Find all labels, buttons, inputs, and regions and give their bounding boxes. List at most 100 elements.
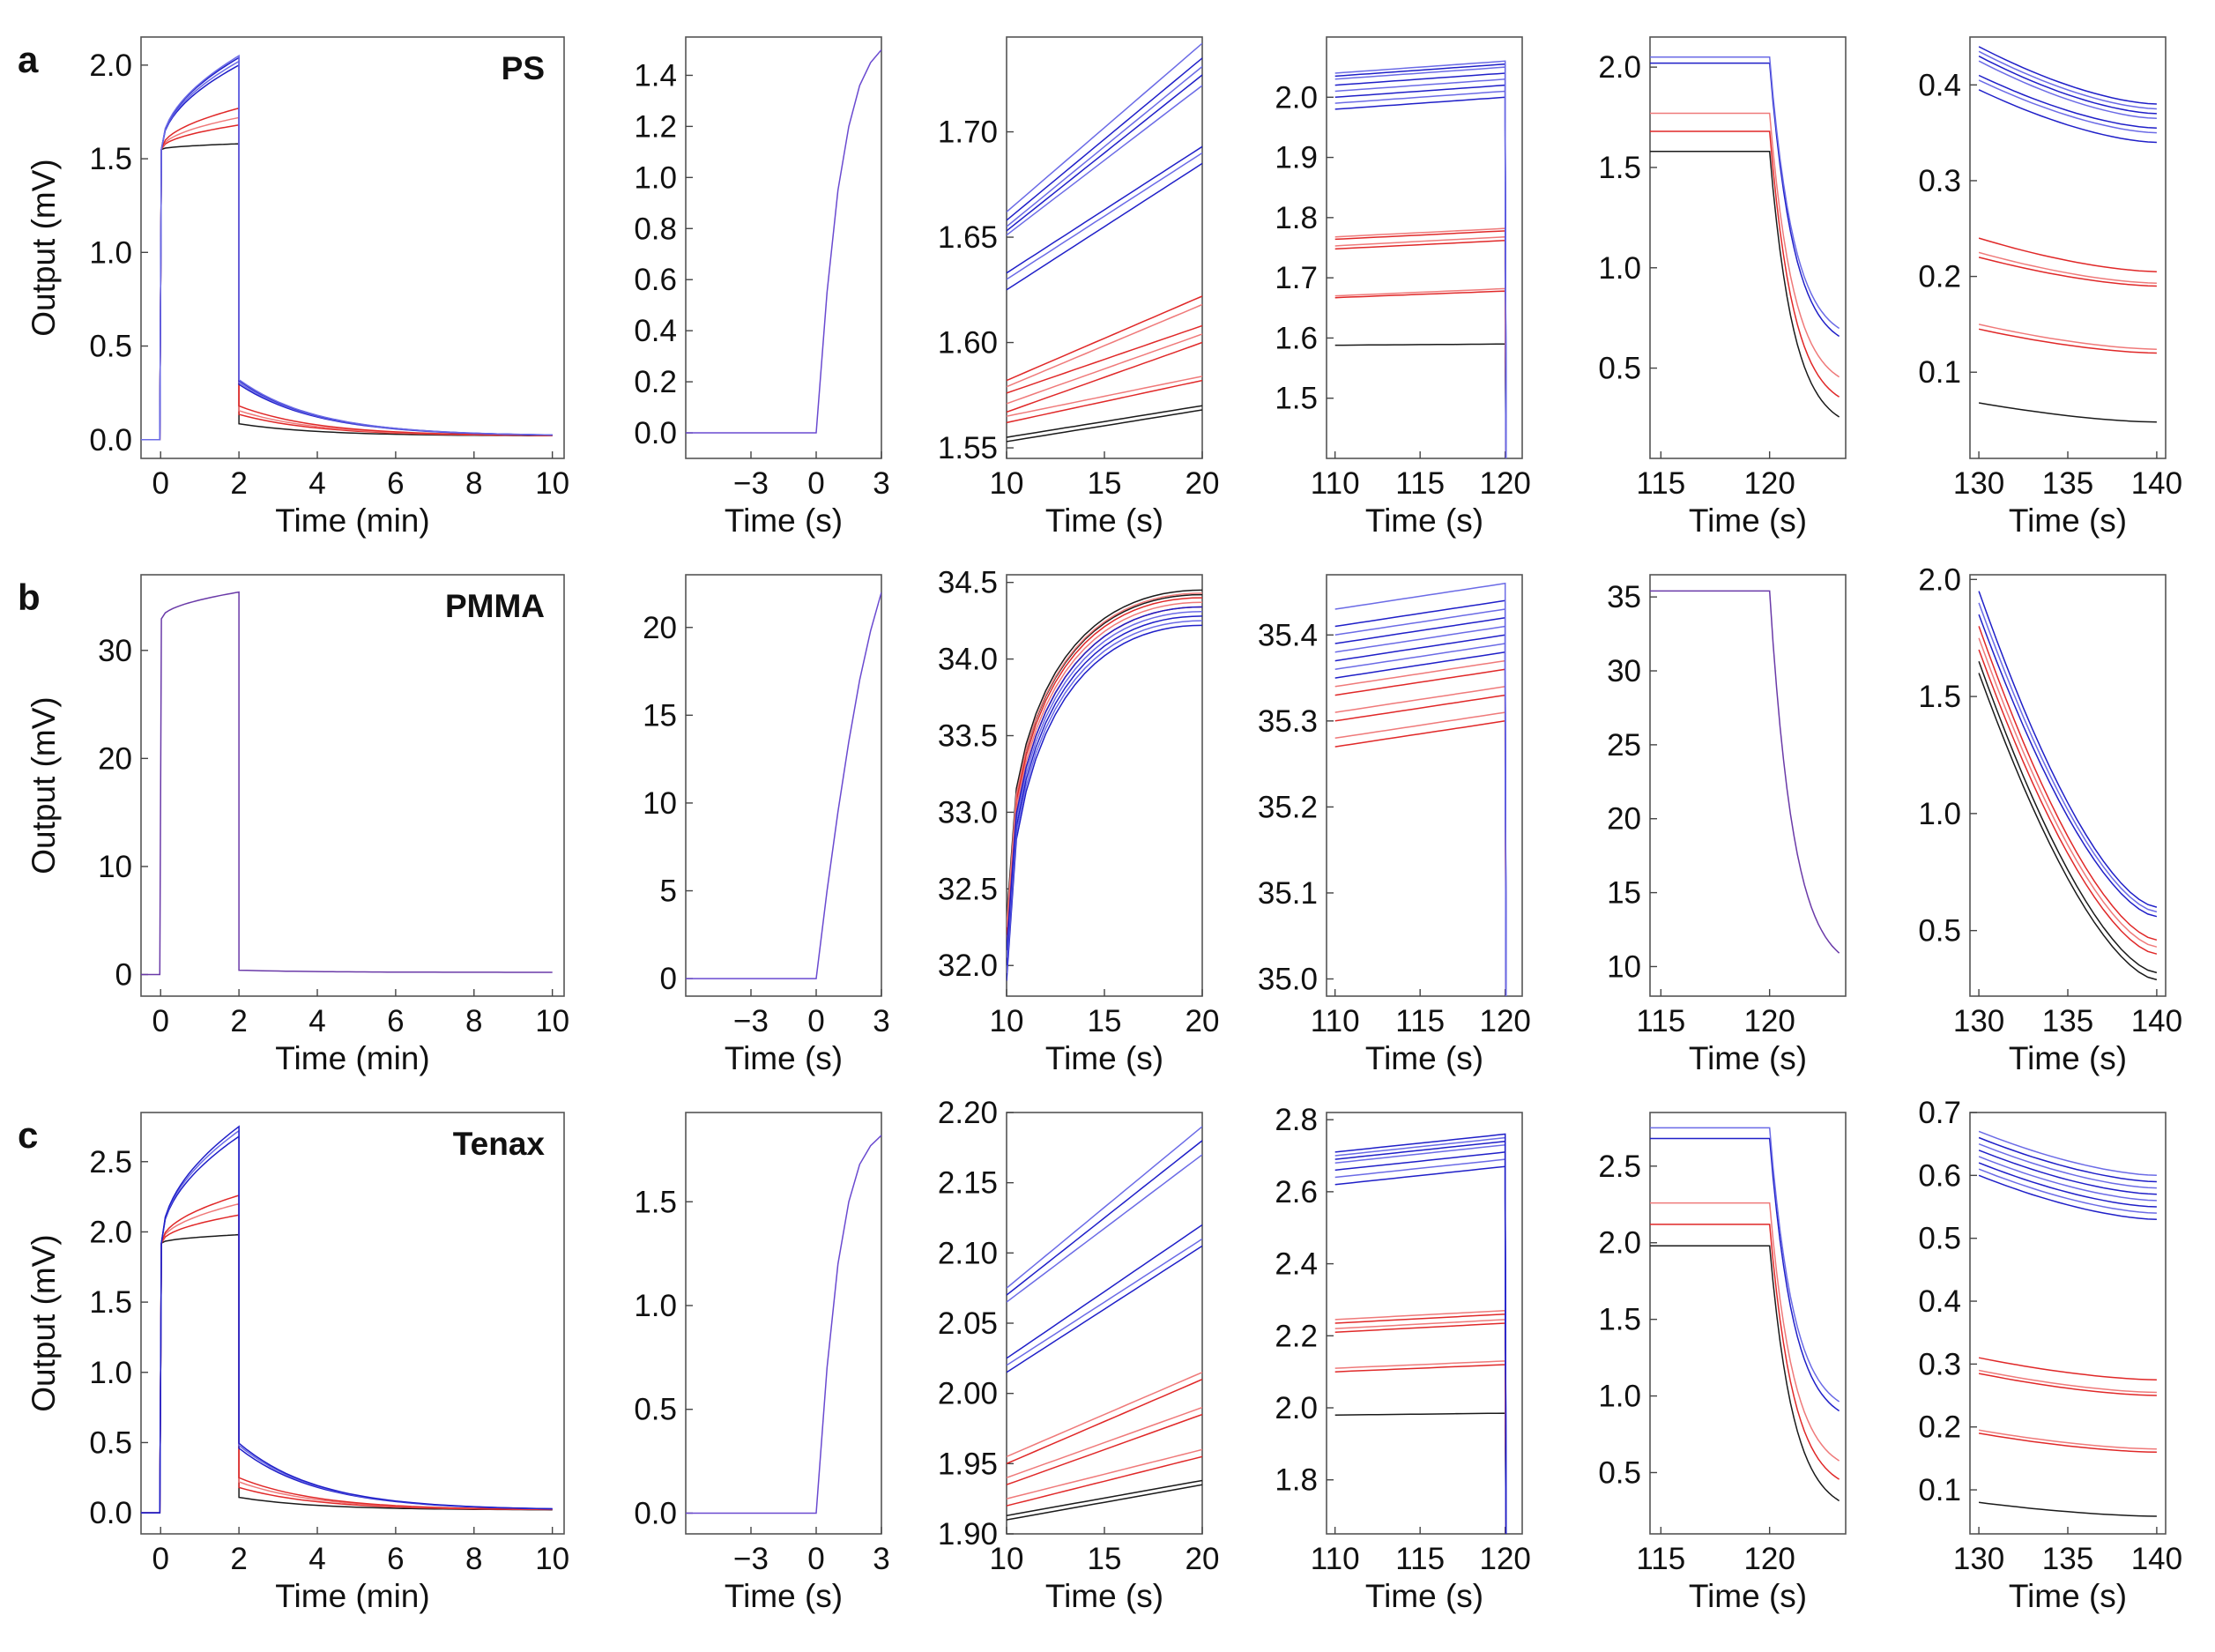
y-tick-label: 2.20: [938, 1096, 998, 1130]
y-tick-label: 2.0: [89, 48, 132, 83]
plot-frame: [685, 574, 882, 997]
x-tick-label: 8: [465, 1542, 482, 1576]
x-tick-label: 6: [387, 466, 404, 501]
series-line-black: [1334, 343, 1507, 458]
x-tick-label: 4: [308, 1542, 325, 1576]
x-axis-title: Time (s): [1365, 1578, 1483, 1614]
chart-panel-14: 0.0 0.5 1.0 1.5 −3 0 3 Time (s): [634, 1112, 890, 1614]
series-line-blue: [1978, 74, 2157, 129]
plot-frame: [685, 1112, 882, 1535]
row-letter-a: a: [18, 39, 39, 80]
series-line-black: [1650, 150, 1840, 418]
chart-panel-1: 0.0 0.5 1.0 1.5 2.0 0 2 4 6 8 10 Time (min) Output (…: [26, 36, 569, 539]
y-tick-label: 0.5: [1918, 914, 1961, 949]
series-line-red: [1978, 637, 2158, 948]
y-tick-label: 1.0: [634, 1289, 677, 1323]
plot-frame: [1006, 574, 1203, 997]
series-line-black: [1650, 1245, 1840, 1502]
series-group: [1007, 42, 1202, 443]
y-tick-label: 0.5: [634, 1393, 677, 1427]
x-tick-label: 115: [1636, 1004, 1685, 1038]
x-tick-label: 10: [535, 466, 569, 501]
series-group: [1978, 46, 2157, 423]
series-line-blue: [1007, 624, 1202, 981]
series-line-blue: [1650, 56, 1840, 330]
series-line-blue: [1978, 1150, 2157, 1195]
y-tick-label: 1.5: [89, 1285, 132, 1320]
x-axis-title: Time (s): [2009, 502, 2127, 539]
x-tick-label: 8: [465, 1004, 482, 1038]
series-line-red: [1334, 1309, 1507, 1534]
x-axis-title: Time (s): [1689, 1040, 1807, 1076]
series-line-red: [1007, 1379, 1202, 1464]
x-axis-title: Time (min): [275, 502, 429, 539]
series-line-red: [1007, 295, 1202, 382]
series-line-blue: [1334, 84, 1507, 458]
series-group: [1978, 591, 2158, 981]
series-line-blue: [141, 60, 553, 441]
series-line-red: [1007, 606, 1202, 950]
series-line-blue: [1978, 1156, 2157, 1202]
series-line-black: [1007, 405, 1202, 438]
series-line-red: [141, 1202, 553, 1514]
x-tick-label: −3: [733, 466, 769, 501]
series-line-blue: [141, 1129, 553, 1514]
plot-frame: [1969, 1112, 2167, 1535]
y-tick-label: 1.7: [1275, 261, 1318, 295]
x-tick-label: 15: [1088, 1004, 1122, 1038]
x-tick-label: 120: [1743, 1542, 1795, 1576]
y-tick-label: 0.2: [1918, 260, 1961, 294]
series-line-red: [1650, 130, 1840, 398]
y-axis-title: Output (mV): [26, 696, 62, 874]
y-tick-label: 2.8: [1275, 1103, 1318, 1137]
x-axis-title: Time (s): [1365, 1040, 1483, 1076]
y-tick-label: 1.90: [938, 1517, 998, 1552]
chart-panel-7: 0 10 20 30 0 2 4 6 8 10 Time (min) Output (mV) PMMA: [26, 574, 569, 1076]
x-axis-title: Time (min): [275, 1040, 429, 1076]
series-line-blue: [1978, 1136, 2157, 1183]
series-line-blue: [141, 56, 553, 441]
y-tick-label: 0.8: [634, 212, 677, 246]
series-line-blue: [1334, 1133, 1507, 1534]
series-line-blue: [1334, 634, 1507, 996]
y-tick-label: 1.70: [938, 115, 998, 150]
series-line-blue: [1334, 616, 1507, 996]
series-line-blue: [1334, 1158, 1507, 1534]
x-tick-label: −3: [733, 1542, 769, 1576]
chart-panel-15: 1.90 1.95 2.00 2.05 2.10 2.15 2.20 10 15 20 Time (…: [938, 1096, 1220, 1614]
series-line-red: [1978, 257, 2157, 287]
plot-frame: [1649, 36, 1847, 459]
series-group: [1650, 56, 1840, 418]
series-line-blue: [1007, 1154, 1202, 1303]
material-title: PMMA: [445, 588, 545, 624]
y-tick-label: 0: [115, 957, 132, 992]
series-line-red: [141, 123, 553, 441]
series-line-blue: [1978, 1174, 2157, 1221]
y-tick-label: 30: [1607, 654, 1641, 688]
plot-frame: [1326, 1112, 1523, 1535]
series-line-all: [141, 591, 553, 976]
y-tick-label: 10: [1607, 949, 1641, 984]
series-line-blue: [1334, 66, 1507, 458]
series-line-blue: [1334, 1143, 1507, 1534]
y-tick-label: 2.10: [938, 1236, 998, 1270]
x-tick-label: 10: [990, 1004, 1024, 1038]
y-tick-label: 10: [643, 786, 677, 821]
series-line-blue: [1007, 42, 1202, 212]
series-group: [686, 49, 881, 434]
y-tick-label: 2.0: [1275, 1391, 1318, 1425]
x-axis-title: Time (min): [275, 1578, 429, 1614]
series-line-red: [1334, 240, 1507, 458]
series-line-red: [1978, 1357, 2157, 1380]
series-line-red: [1978, 328, 2157, 354]
x-axis-title: Time (s): [1045, 502, 1163, 539]
series-line-red: [1334, 719, 1507, 996]
x-tick-label: 20: [1186, 466, 1220, 501]
series-line-blue: [1334, 78, 1507, 458]
plot-frame: [1649, 574, 1847, 997]
y-tick-label: 35.1: [1258, 876, 1318, 911]
